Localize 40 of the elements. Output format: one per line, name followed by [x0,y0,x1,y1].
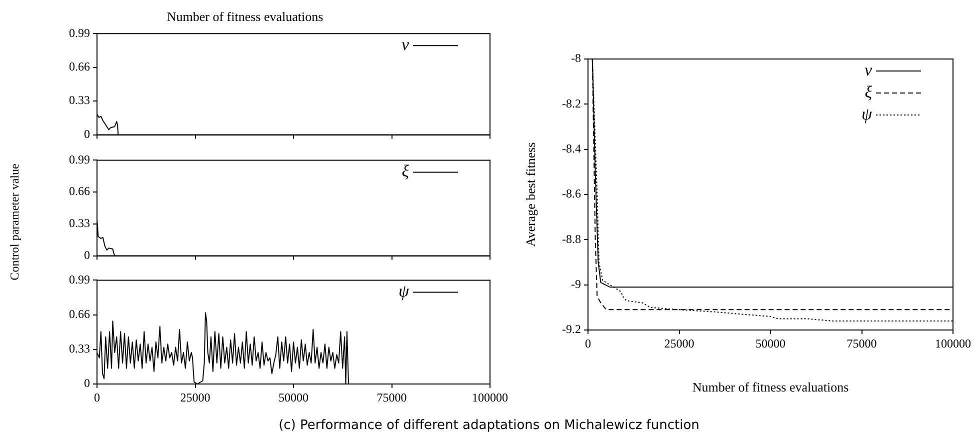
y-tick-label: -9 [571,276,581,291]
y-tick-label: 0.66 [69,306,90,321]
x-axis-title: Number of fitness evaluations [692,380,849,395]
y-tick-label: 0.99 [69,26,90,40]
y-tick-label: 0 [84,248,90,262]
x-tick-label: 100000 [935,336,971,350]
text: (c) Performance of different adaptations on Michalewicz function [278,418,700,433]
y-tick-label: -8.8 [562,232,581,246]
x-tick-label: 50000 [278,390,308,404]
legend-label: ξ [402,162,410,181]
x-tick-label: 0 [585,336,591,350]
legend-label: ψ [861,104,872,124]
y-tick-label: 0.99 [69,272,90,286]
y-axis-title: Control parameter value [8,164,22,280]
y-tick-label: -8 [571,51,581,66]
y-tick-label: -8.2 [562,96,581,110]
chart-title: Number of fitness evaluations [166,9,324,24]
y-tick-label: -8.4 [562,141,581,156]
x-tick-label: 50000 [756,336,786,350]
y-tick-label: 0 [84,376,90,390]
y-tick-label: 0.99 [69,152,90,166]
y-axis-title: Average best fitness [523,142,538,247]
y-tick-label: 0 [84,126,90,141]
y-tick-label: 0.33 [69,342,90,356]
y-tick-label: 0.33 [69,216,90,230]
legend-label: ξ [864,82,873,102]
x-tick-label: 25000 [664,336,694,350]
legend-label: ν [401,35,410,54]
x-tick-label: 75000 [846,336,877,350]
y-tick-label: 0.66 [69,184,90,198]
y-tick-label: -9.2 [562,322,581,336]
x-tick-label: 0 [94,390,100,404]
y-tick-label: 0.33 [69,93,90,108]
y-tick-label: 0.66 [69,59,90,74]
legend-label: ν [864,60,872,80]
x-tick-label: 25000 [180,390,210,404]
x-tick-label: 75000 [376,390,407,404]
x-tick-label: 100000 [472,390,508,404]
legend-label: ψ [398,282,410,301]
y-tick-label: -8.6 [562,186,581,201]
